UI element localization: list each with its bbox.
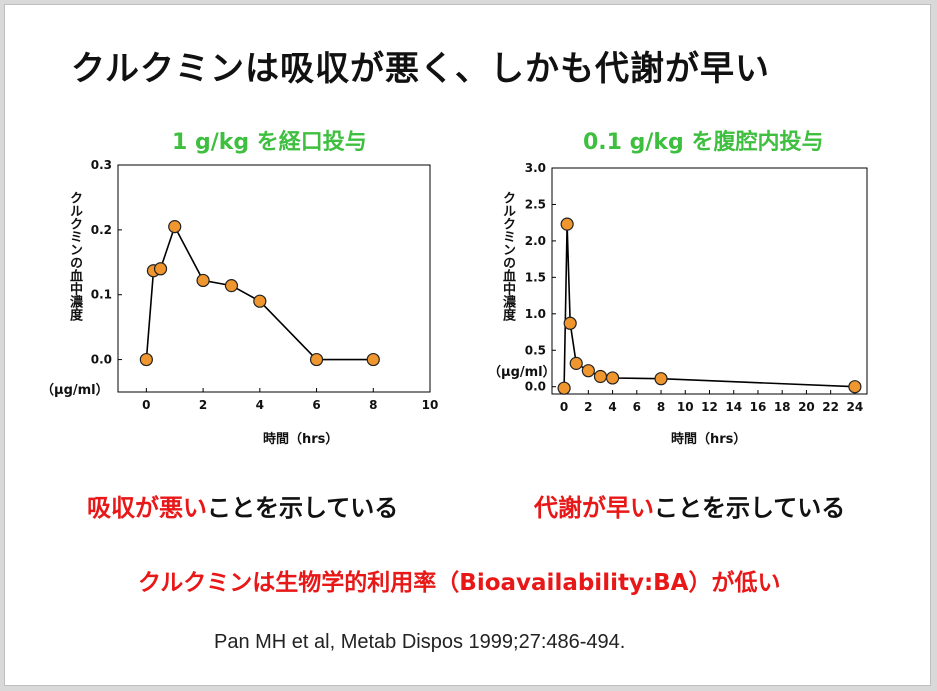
series-line [563,224,855,389]
x-tick-label: 14 [725,400,742,414]
data-point [848,380,862,394]
chart-left-ylabel: クルクミンの血中濃度 [67,191,82,321]
x-tick-label: 4 [256,398,264,412]
y-tick-label: 0.3 [91,158,112,172]
y-tick-label: 2.5 [525,197,546,211]
data-point [224,279,239,293]
chart-right-yunit: （μg/ml） [488,365,556,380]
x-tick-label: 2 [584,400,592,414]
x-tick-label: 2 [199,398,207,412]
x-tick-label: 10 [422,398,439,412]
data-point [560,217,574,231]
data-point [605,371,620,385]
x-tick-label: 18 [774,400,791,414]
data-point [557,381,571,395]
statement-left-red: 吸収が悪い [87,494,207,522]
slide: クルクミンは吸収が悪く、しかも代謝が早い 1 g/kg を経口投与 クルクミンの… [4,4,931,686]
x-tick-label: 8 [657,400,665,414]
y-tick-label: 0.0 [91,353,112,367]
y-tick-label: 1.5 [525,270,546,284]
y-tick-label: 0.5 [525,343,546,357]
data-point [153,262,168,276]
chart-right-xlabel: 時間（hrs） [671,432,747,447]
data-point [593,369,608,384]
x-tick-label: 20 [798,400,815,414]
x-tick-label: 6 [633,400,641,414]
chart-left: 0.0 0.1 0.2 0.3 0 2 4 6 8 10 [91,158,439,412]
slide-title: クルクミンは吸収が悪く、しかも代謝が早い [71,49,770,89]
citation: Pan MH et al, Metab Dispos 1999;27:486-4… [214,631,626,653]
x-tick-label: 16 [750,400,767,414]
x-tick-label: 22 [822,400,839,414]
data-point [253,294,267,308]
chart-left-xlabel: 時間（hrs） [263,432,339,447]
chart-left-title: 1 g/kg を経口投与 [172,130,367,155]
data-point [309,352,324,367]
chart-right-title: 0.1 g/kg を腹腔内投与 [583,130,824,155]
chart-right: 0.00.51.01.52.02.53.00 2 4 6 8 10 12 14 16 18 20 22… [525,161,868,414]
data-point [654,372,668,386]
chart-left-yunit: （μg/ml） [41,383,109,398]
conclusion: クルクミンは生物学的利用率（Bioavailability:BA）が低い [138,570,781,596]
chart-right-ylabel: クルクミンの血中濃度 [500,191,515,321]
x-tick-label: 0 [560,400,568,414]
statement-left-black: ことを示している [207,494,399,522]
statement-right-black: ことを示している [654,494,846,522]
x-tick-label: 24 [847,400,864,414]
data-point [366,352,380,367]
y-tick-label: 0.0 [525,380,546,394]
data-point [196,273,210,288]
y-tick-label: 3.0 [525,161,546,175]
statement-right: 代謝が早いことを示している [534,488,845,523]
x-tick-label: 10 [677,400,694,414]
x-tick-label: 0 [142,398,150,412]
y-tick-label: 1.0 [525,307,546,321]
data-point [168,220,182,234]
plot-frame [551,167,868,395]
x-tick-label: 12 [701,400,718,414]
statement-left: 吸収が悪いことを示している [87,488,398,523]
x-tick-label: 6 [312,398,320,412]
plot-frame [117,164,431,393]
data-point [569,356,583,370]
x-tick-label: 4 [608,400,616,414]
x-tick-label: 8 [369,398,377,412]
statement-right-red: 代謝が早い [534,494,654,522]
y-tick-label: 2.0 [525,234,546,248]
y-tick-label: 0.2 [91,223,112,237]
data-point [563,316,577,330]
data-point [581,364,595,378]
y-tick-label: 0.1 [91,288,112,302]
data-point [139,352,153,367]
